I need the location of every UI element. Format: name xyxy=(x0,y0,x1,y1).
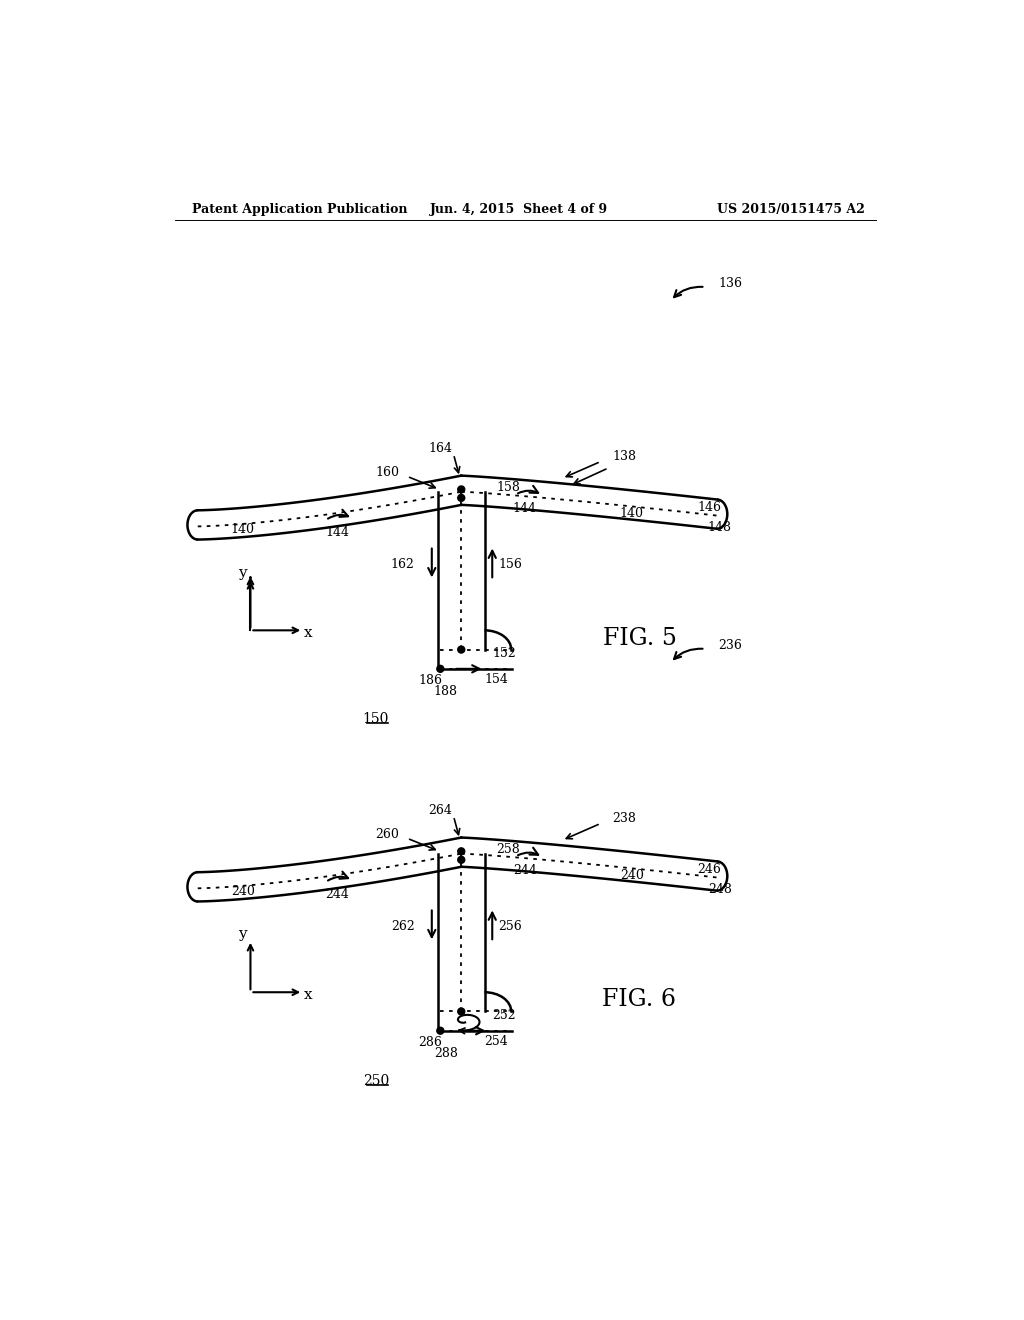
Text: Jun. 4, 2015  Sheet 4 of 9: Jun. 4, 2015 Sheet 4 of 9 xyxy=(430,203,608,215)
Circle shape xyxy=(458,645,465,653)
Text: 254: 254 xyxy=(484,1035,508,1048)
Text: 156: 156 xyxy=(499,558,522,572)
Text: 144: 144 xyxy=(326,527,349,540)
Circle shape xyxy=(458,495,465,502)
Text: 138: 138 xyxy=(612,450,636,463)
Circle shape xyxy=(458,1008,465,1015)
Text: 286: 286 xyxy=(419,1036,442,1049)
Circle shape xyxy=(437,665,443,672)
Text: 258: 258 xyxy=(496,843,520,857)
Text: 240: 240 xyxy=(230,884,255,898)
Text: x: x xyxy=(304,627,313,640)
Text: 244: 244 xyxy=(513,865,537,878)
Text: 236: 236 xyxy=(719,639,742,652)
Text: Patent Application Publication: Patent Application Publication xyxy=(191,203,408,215)
Text: 148: 148 xyxy=(708,520,732,533)
Text: FIG. 5: FIG. 5 xyxy=(602,627,677,649)
Text: 146: 146 xyxy=(697,500,722,513)
Text: 264: 264 xyxy=(428,804,452,817)
Text: 158: 158 xyxy=(496,482,520,495)
Text: 244: 244 xyxy=(326,888,349,902)
Text: 136: 136 xyxy=(719,277,742,289)
Text: 144: 144 xyxy=(513,502,537,515)
Text: 260: 260 xyxy=(376,828,399,841)
Text: 140: 140 xyxy=(620,507,644,520)
Text: x: x xyxy=(304,989,313,1002)
Text: 240: 240 xyxy=(620,870,644,882)
Text: y: y xyxy=(239,928,247,941)
Text: 288: 288 xyxy=(434,1047,458,1060)
Circle shape xyxy=(458,847,465,855)
Text: 162: 162 xyxy=(391,558,415,572)
Text: 246: 246 xyxy=(697,862,722,875)
Text: 154: 154 xyxy=(484,673,508,686)
Text: 188: 188 xyxy=(434,685,458,698)
Text: 140: 140 xyxy=(230,523,255,536)
Text: y: y xyxy=(239,565,247,579)
Circle shape xyxy=(458,486,465,492)
Text: 252: 252 xyxy=(493,1008,516,1022)
Text: 238: 238 xyxy=(612,812,636,825)
Text: 248: 248 xyxy=(708,883,731,896)
Text: 262: 262 xyxy=(391,920,415,933)
Circle shape xyxy=(458,857,465,863)
Text: 256: 256 xyxy=(499,920,522,933)
Text: FIG. 6: FIG. 6 xyxy=(602,989,677,1011)
Text: 152: 152 xyxy=(493,647,516,660)
Text: US 2015/0151475 A2: US 2015/0151475 A2 xyxy=(717,203,865,215)
Text: 150: 150 xyxy=(362,711,389,726)
Text: 250: 250 xyxy=(362,1073,389,1088)
Text: 160: 160 xyxy=(375,466,399,479)
Text: 186: 186 xyxy=(418,675,442,686)
Text: 164: 164 xyxy=(428,442,452,455)
Circle shape xyxy=(437,1027,443,1034)
